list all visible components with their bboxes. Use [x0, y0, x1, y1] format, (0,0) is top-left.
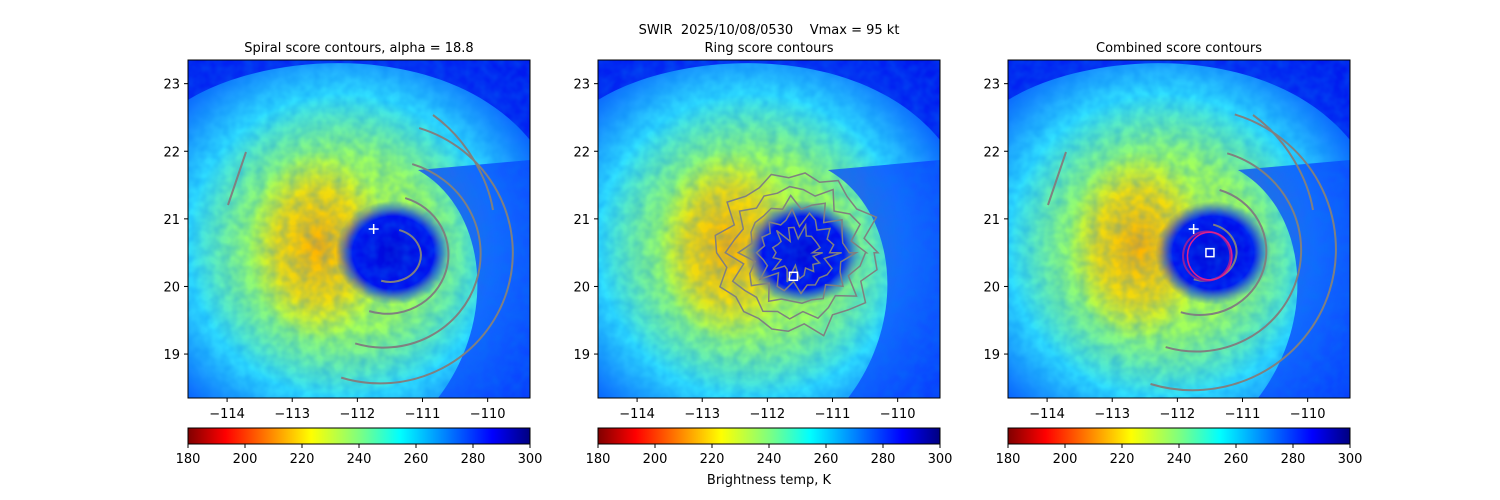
x-tick-label: −112 — [750, 407, 786, 422]
x-tick-label: −111 — [405, 407, 441, 422]
center-ring — [1186, 231, 1233, 281]
y-tick-label: 23 — [163, 78, 180, 93]
y-tick-label: 22 — [163, 145, 180, 160]
spiral-contour — [380, 229, 422, 283]
first-guess-marker — [368, 224, 379, 234]
colorbar: 180 200 220 240 260 280 300 — [996, 427, 1363, 467]
image-texture — [598, 60, 940, 398]
y-tick-label: 20 — [983, 280, 1000, 295]
x-tick-label: −111 — [1225, 407, 1261, 422]
colorbar-gradient — [187, 427, 531, 445]
colorbar-tick-label: 200 — [233, 452, 258, 467]
colorbar-tick-label: 260 — [404, 452, 429, 467]
colorbar-tick-label: 220 — [290, 452, 315, 467]
contours — [714, 172, 880, 337]
colorbar-tick-label: 240 — [347, 452, 372, 467]
y-tick-label: 19 — [163, 348, 180, 363]
x-tick-label: −113 — [274, 407, 310, 422]
colorbar: 180 200 220 240 260 280 300 — [586, 427, 953, 467]
center-ring — [1182, 230, 1232, 282]
colorbar-tick-label: 180 — [996, 452, 1021, 467]
colorbar-gradient — [1007, 427, 1351, 445]
x-tick-label: −113 — [1094, 407, 1130, 422]
image-texture — [1008, 60, 1350, 398]
y-tick-label: 21 — [573, 213, 590, 228]
spiral-contour — [432, 114, 494, 211]
ring-contour — [724, 185, 869, 320]
spiral-contour — [227, 151, 247, 206]
colorbar-tick-label: 200 — [1053, 452, 1078, 467]
x-tick-label: −111 — [815, 407, 851, 422]
figure-suptitle: SWIR 2025/10/08/0530 Vmax = 95 kt — [638, 23, 900, 38]
y-tick-label: 22 — [983, 145, 1000, 160]
colorbar-tick-label: 220 — [700, 452, 725, 467]
center-fix-marker — [1205, 247, 1215, 258]
spiral-contour — [1047, 151, 1067, 206]
colorbar-tick-label: 180 — [586, 452, 611, 467]
axes-frame — [1007, 59, 1351, 399]
x-tick-label: −112 — [1160, 407, 1196, 422]
colorbar-tick-label: 220 — [1110, 452, 1135, 467]
spiral-contour — [368, 197, 450, 315]
colorbar-gradient — [597, 427, 941, 445]
ring-contour — [771, 222, 823, 283]
y-tick-label: 21 — [163, 213, 180, 228]
first-guess-marker — [1188, 224, 1199, 234]
x-tick-label: −110 — [1290, 407, 1326, 422]
panel-1: Spiral score contours, alpha = 18.8 −114 −… — [163, 41, 542, 467]
colorbar-tick-label: 300 — [928, 452, 953, 467]
spiral-contour — [1165, 152, 1303, 353]
colorbar-tick-label: 280 — [871, 452, 896, 467]
panel-title: Spiral score contours, alpha = 18.8 — [244, 41, 473, 56]
center-fix-marker — [788, 271, 799, 282]
spiral-contour — [1252, 114, 1314, 211]
satellite-image — [1008, 60, 1350, 398]
y-tick-label: 22 — [573, 145, 590, 160]
panel-title: Combined score contours — [1096, 41, 1262, 56]
y-tick-label: 20 — [573, 280, 590, 295]
panel-title: Ring score contours — [704, 41, 833, 56]
x-tick-label: −114 — [209, 407, 245, 422]
x-tick-label: −110 — [880, 407, 916, 422]
colorbar-tick-label: 260 — [1224, 452, 1249, 467]
ring-contour — [736, 194, 859, 304]
colorbar-label: Brightness temp, K — [706, 473, 832, 488]
colorbar: 180 200 220 240 260 280 300 — [176, 427, 543, 467]
spiral-contour — [1180, 189, 1268, 316]
panel-2: Ring score contours −114 −113 −112 −111 −110 1… — [573, 41, 952, 467]
ring-contour — [755, 207, 842, 295]
colorbar-tick-label: 260 — [814, 452, 839, 467]
colorbar-tick-label: 240 — [757, 452, 782, 467]
y-tick-label: 23 — [573, 78, 590, 93]
ring-contour — [714, 172, 880, 337]
spiral-contour — [354, 163, 482, 349]
y-tick-label: 21 — [983, 213, 1000, 228]
axes-frame — [187, 59, 531, 399]
colorbar-tick-label: 280 — [461, 452, 486, 467]
spiral-contour — [1150, 113, 1337, 392]
satellite-image — [598, 60, 940, 398]
colorbar-tick-label: 300 — [518, 452, 543, 467]
y-tick-label: 23 — [983, 78, 1000, 93]
x-tick-label: −112 — [340, 407, 376, 422]
contours — [227, 114, 514, 385]
x-tick-label: −114 — [619, 407, 655, 422]
image-texture — [188, 60, 530, 398]
x-tick-label: −110 — [470, 407, 506, 422]
x-tick-label: −114 — [1029, 407, 1065, 422]
axes-frame — [597, 59, 941, 399]
colorbar-tick-label: 240 — [1167, 452, 1192, 467]
colorbar-tick-label: 300 — [1338, 452, 1363, 467]
x-tick-label: −113 — [684, 407, 720, 422]
colorbar-tick-label: 200 — [643, 452, 668, 467]
y-tick-label: 20 — [163, 280, 180, 295]
y-tick-label: 19 — [573, 348, 590, 363]
y-tick-label: 19 — [983, 348, 1000, 363]
panel-3: Combined score contours −114 −113 −112 −111 −… — [983, 41, 1362, 467]
colorbar-tick-label: 180 — [176, 452, 201, 467]
colorbar-tick-label: 280 — [1281, 452, 1306, 467]
satellite-image — [188, 60, 530, 398]
